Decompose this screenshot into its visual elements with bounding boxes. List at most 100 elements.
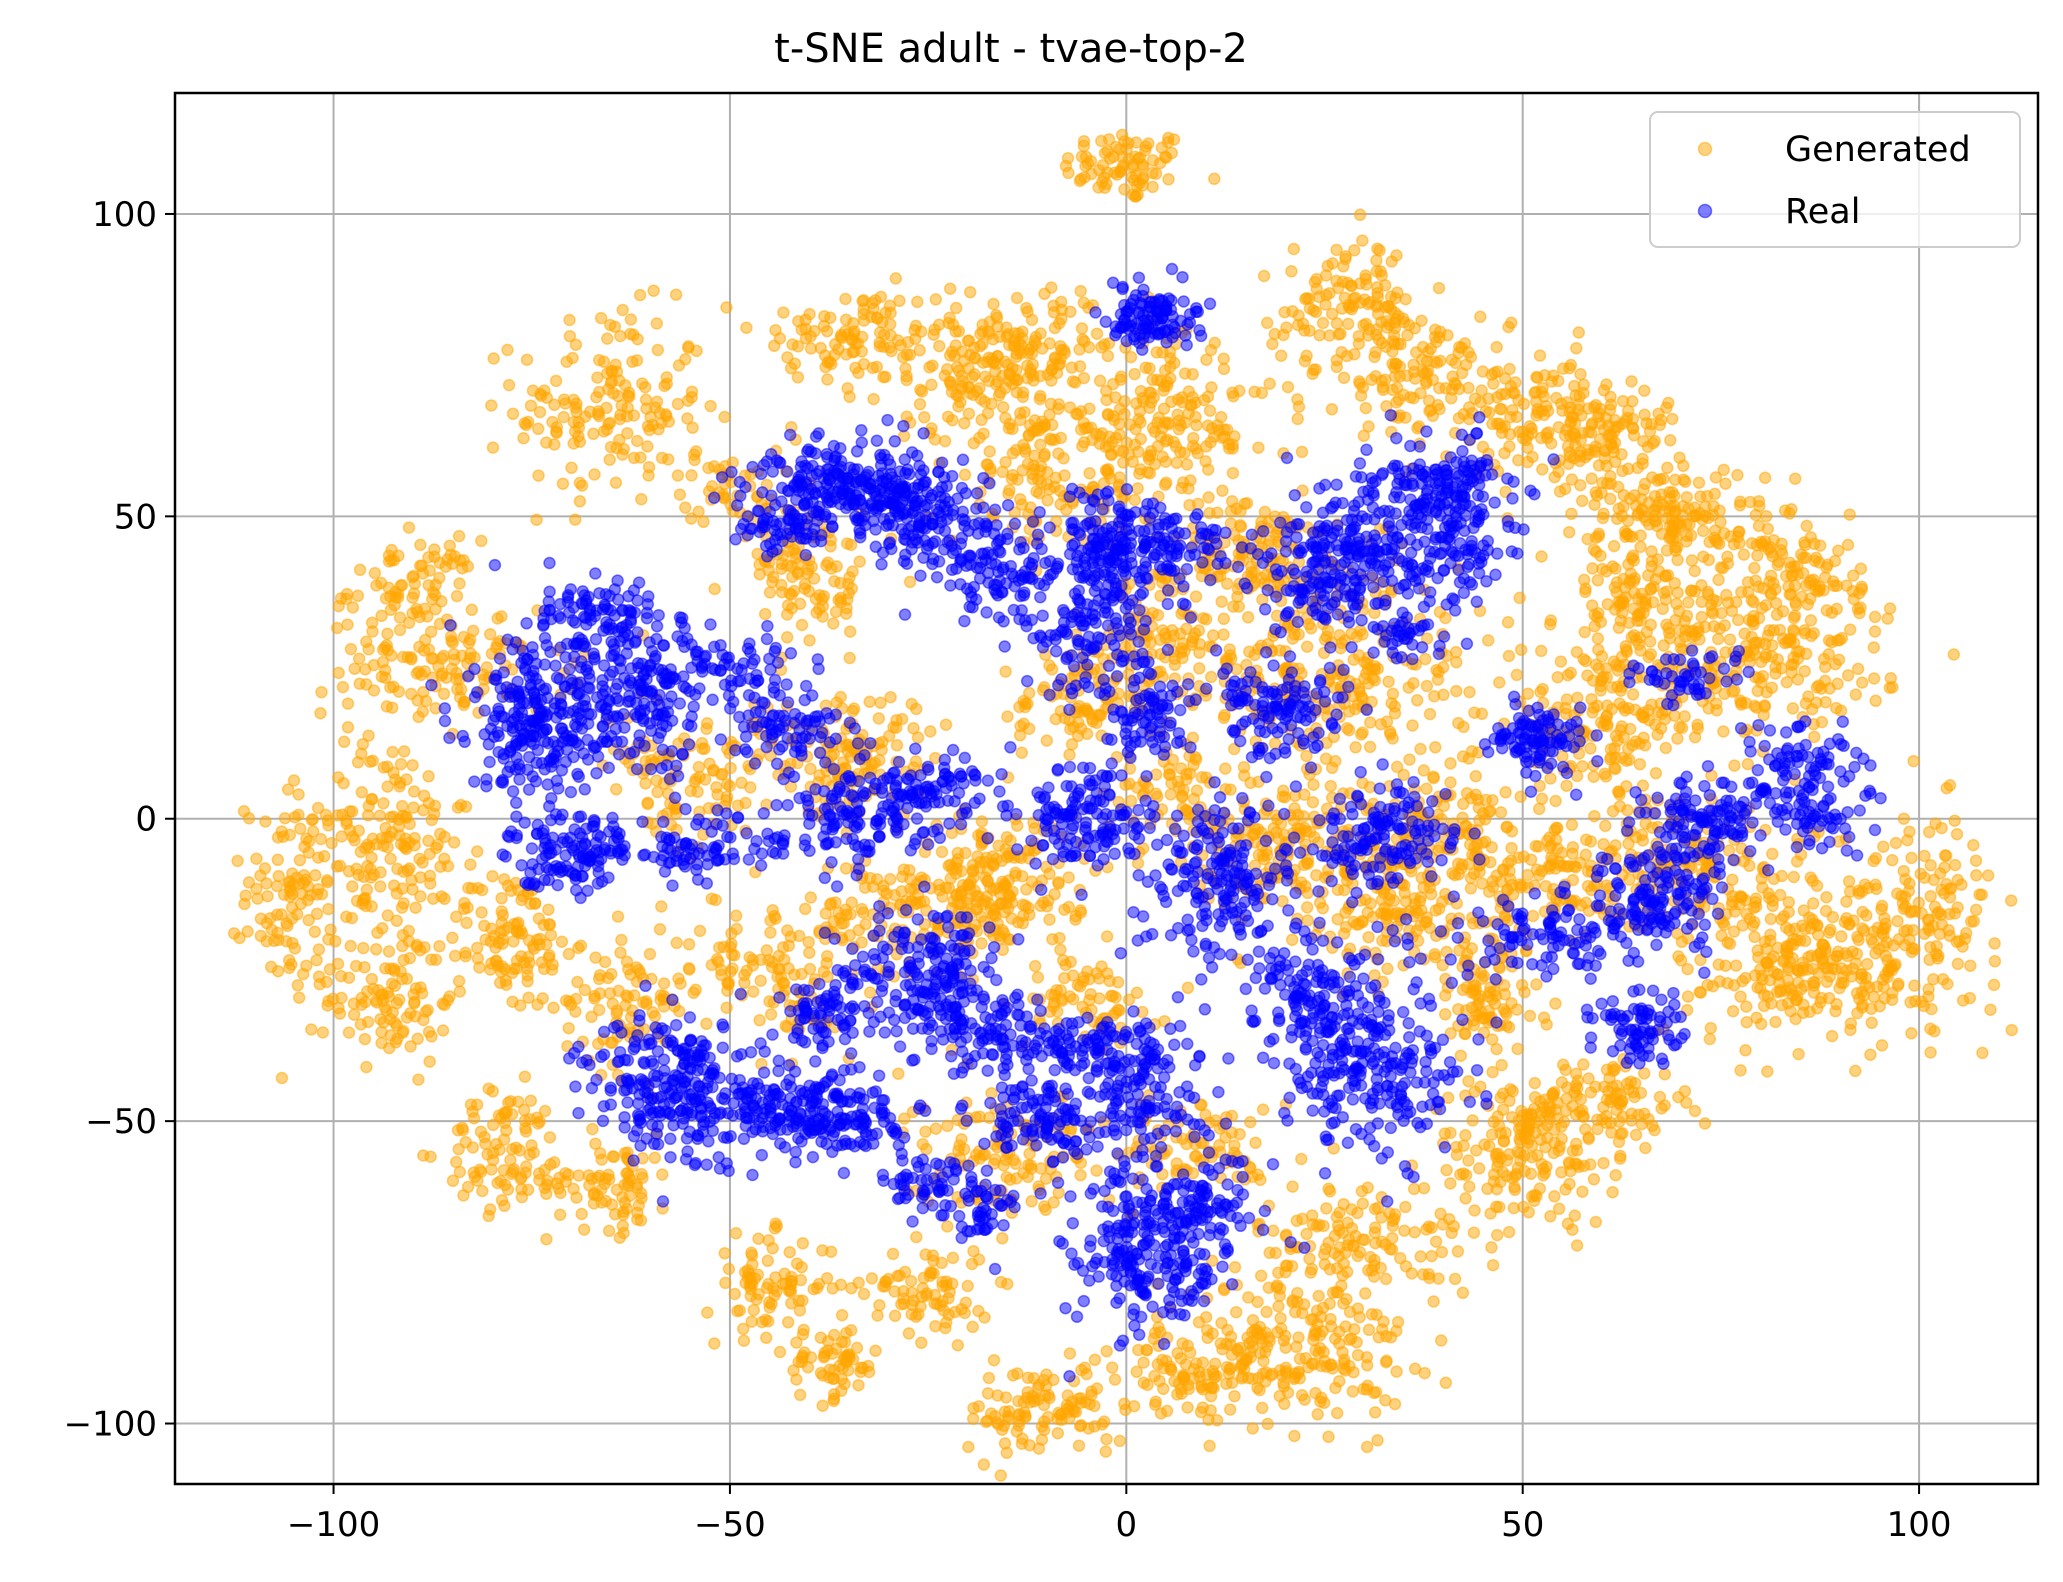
data-point <box>1689 566 1700 577</box>
data-point <box>1499 448 1510 459</box>
data-point <box>934 341 945 352</box>
data-point <box>607 1037 618 1048</box>
data-point <box>1475 311 1486 322</box>
data-point <box>1440 990 1451 1001</box>
data-point <box>784 1247 795 1258</box>
data-point <box>1409 366 1420 377</box>
data-point <box>1209 337 1220 348</box>
data-point <box>1376 375 1387 386</box>
data-point <box>496 966 507 977</box>
data-point <box>1729 760 1740 771</box>
data-point <box>401 973 412 984</box>
data-point <box>1882 613 1893 624</box>
data-point <box>829 1330 840 1341</box>
data-point <box>1581 834 1592 845</box>
data-point <box>1667 526 1678 537</box>
data-point <box>1595 685 1606 696</box>
data-point <box>1831 999 1842 1010</box>
data-point <box>357 898 368 909</box>
data-point <box>564 331 575 342</box>
data-point <box>1157 1355 1168 1366</box>
data-point <box>908 1295 919 1306</box>
data-point <box>1012 293 1023 304</box>
data-point <box>1021 303 1032 314</box>
data-point <box>1467 1115 1478 1126</box>
data-point <box>1175 1353 1186 1364</box>
data-point <box>1870 948 1881 959</box>
data-point <box>648 285 659 296</box>
data-point <box>1761 687 1772 698</box>
data-point <box>1749 931 1760 942</box>
data-point <box>472 846 483 857</box>
data-point <box>430 590 441 601</box>
data-point <box>1906 906 1917 917</box>
data-point <box>229 928 240 939</box>
data-point <box>382 781 393 792</box>
data-point <box>1850 689 1861 700</box>
data-point <box>1635 530 1646 541</box>
data-point <box>702 1307 713 1318</box>
data-point <box>796 1262 807 1273</box>
data-point <box>317 1027 328 1038</box>
data-point <box>916 1337 927 1348</box>
data-point <box>624 1190 635 1201</box>
data-point <box>1610 1170 1621 1181</box>
data-point <box>1847 946 1858 957</box>
data-point <box>839 1378 850 1389</box>
data-point <box>1211 1371 1222 1382</box>
data-point <box>1258 1368 1269 1379</box>
data-point <box>607 998 618 1009</box>
data-point <box>981 459 992 470</box>
data-point <box>421 696 432 707</box>
data-point <box>1326 404 1337 415</box>
data-point <box>533 423 544 434</box>
data-point <box>499 1200 510 1211</box>
data-point <box>753 1233 764 1244</box>
data-point <box>316 687 327 698</box>
data-point <box>883 1274 894 1285</box>
data-point <box>1567 842 1578 853</box>
data-point <box>751 1294 762 1305</box>
data-point <box>520 1115 531 1126</box>
data-point <box>1652 729 1663 740</box>
data-point <box>1132 483 1143 494</box>
data-point <box>454 578 465 589</box>
data-point <box>1393 1317 1404 1328</box>
data-point <box>374 810 385 821</box>
data-point <box>1470 984 1481 995</box>
data-point <box>1725 634 1736 645</box>
data-point <box>1390 358 1401 369</box>
data-point <box>1381 1273 1392 1284</box>
data-point <box>1702 586 1713 597</box>
data-point <box>1463 382 1474 393</box>
data-point <box>1910 996 1921 1007</box>
data-point <box>1766 651 1777 662</box>
data-point <box>568 1183 579 1194</box>
data-point <box>1487 1034 1498 1045</box>
data-point <box>397 902 408 913</box>
data-point <box>593 1038 604 1049</box>
data-point <box>1872 922 1883 933</box>
data-point <box>1370 1407 1381 1418</box>
data-point <box>349 1009 360 1020</box>
data-point <box>1631 1129 1642 1140</box>
data-point <box>1723 597 1734 608</box>
data-point <box>770 1218 781 1229</box>
data-point <box>837 1310 848 1321</box>
data-point <box>983 1373 994 1384</box>
data-point <box>806 1352 817 1363</box>
data-point <box>295 823 306 834</box>
data-point <box>1580 849 1591 860</box>
data-point <box>1281 322 1292 333</box>
data-point <box>969 342 980 353</box>
data-point <box>1511 411 1522 422</box>
data-point <box>1836 931 1847 942</box>
data-point <box>1623 838 1634 849</box>
data-point <box>1713 574 1724 585</box>
data-point <box>423 644 434 655</box>
data-point <box>996 1277 1007 1288</box>
data-point <box>940 436 951 447</box>
data-point <box>519 1071 530 1082</box>
data-point <box>959 1308 970 1319</box>
data-point <box>1441 1165 1452 1176</box>
